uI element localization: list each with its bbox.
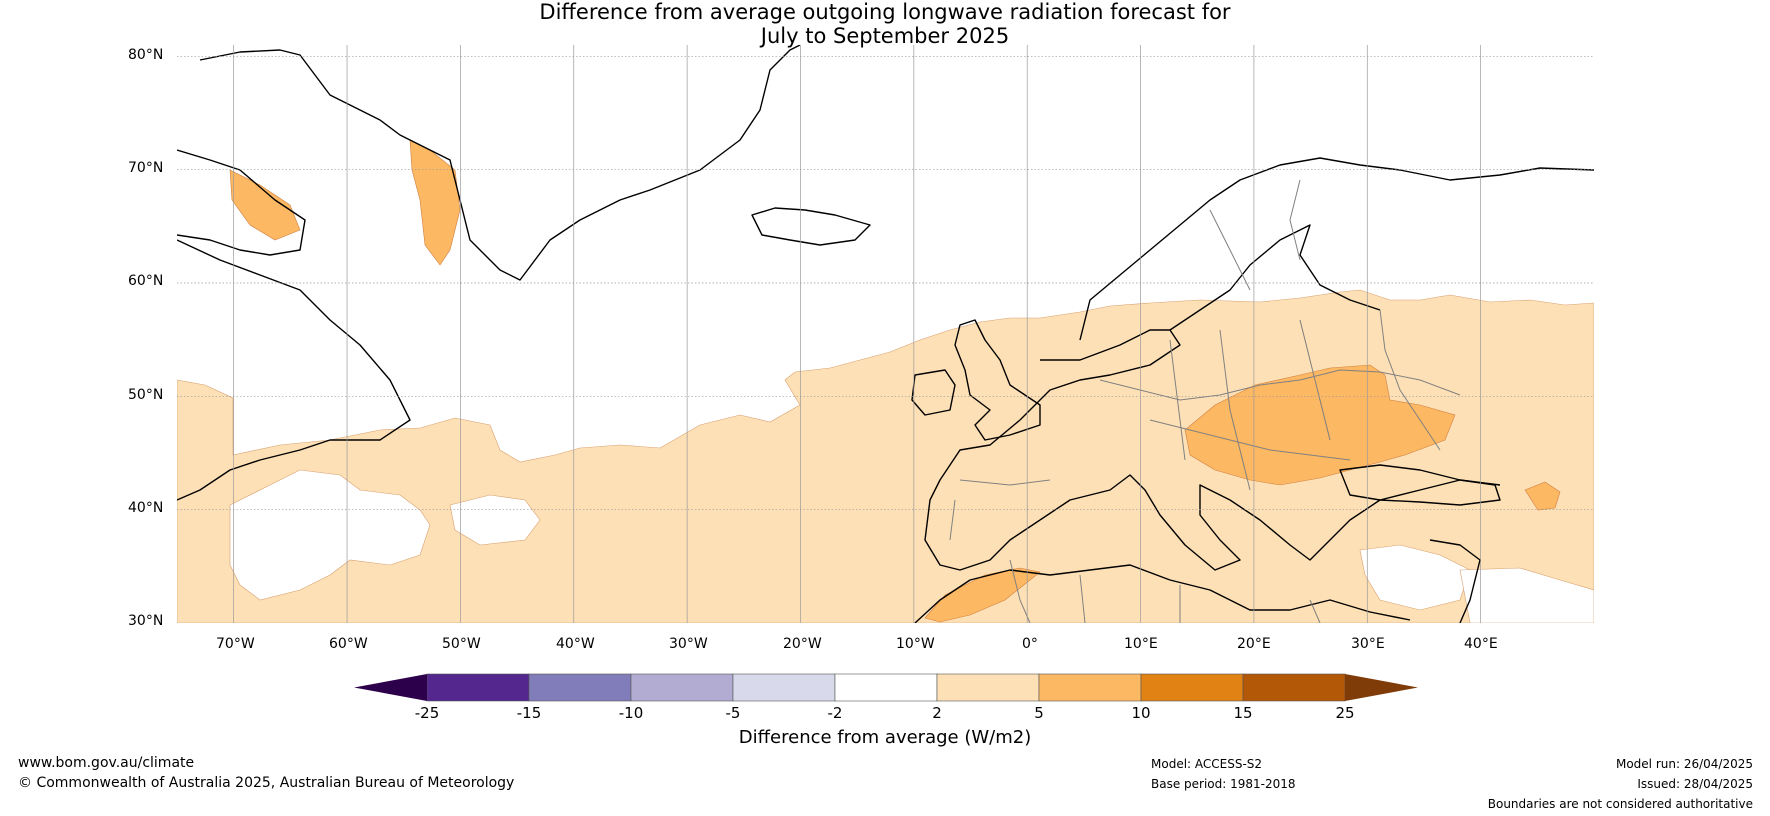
colorbar-tick: 25 — [1335, 704, 1355, 722]
anomaly-region-5-to-10-central-europe — [1184, 364, 1456, 486]
anomaly-hole-atlantic — [229, 469, 431, 601]
border-scandinavia — [1209, 179, 1301, 291]
lat-label: 60°N — [128, 273, 164, 289]
lon-label: 50°W — [442, 636, 481, 652]
title-line-2: July to September 2025 — [760, 24, 1010, 48]
colorbar-over-arrow — [1345, 674, 1418, 701]
anomaly-region-5-to-10-caucasus — [1524, 481, 1561, 511]
border-iberia — [949, 479, 1051, 541]
colorbar-title: Difference from average (W/m2) — [738, 727, 1032, 748]
lat-label: 70°N — [128, 160, 164, 176]
colorbar-segment — [1038, 673, 1142, 702]
colorbar-tick: -25 — [414, 704, 440, 722]
lat-label: 80°N — [128, 47, 164, 63]
country-borders — [949, 179, 1461, 623]
colorbar-tick: -2 — [827, 704, 843, 722]
coast-ireland — [911, 369, 956, 416]
border-poland — [1219, 329, 1251, 491]
coast-baffin — [177, 149, 306, 256]
colorbar-tick: -15 — [516, 704, 542, 722]
colorbar-segment — [1242, 673, 1346, 702]
map-plot-area — [177, 45, 1594, 623]
coast-great-britain — [954, 319, 1041, 441]
coast-norway-sweden — [1079, 157, 1594, 341]
website-link[interactable]: www.bom.gov.au/climate — [18, 755, 195, 771]
coast-levant — [1429, 539, 1481, 623]
lon-label: 40°E — [1464, 636, 1498, 652]
lon-label: 60°W — [329, 636, 368, 652]
lon-label: 20°E — [1237, 636, 1271, 652]
anomaly-region-2-to-5 — [177, 289, 1594, 623]
lat-label: 30°N — [128, 613, 164, 629]
colorbar-segment — [630, 673, 734, 702]
lon-label: 10°E — [1124, 636, 1158, 652]
coast-baltic — [1169, 224, 1381, 331]
colorbar-under-arrow — [354, 674, 427, 701]
lon-label: 40°W — [556, 636, 595, 652]
colorbar-tick: 10 — [1131, 704, 1151, 722]
lon-label: 10°W — [896, 636, 935, 652]
lat-label: 50°N — [128, 387, 164, 403]
base-period-text: Base period: 1981-2018 — [1151, 777, 1296, 791]
coast-europe-atlantic — [924, 329, 1181, 571]
lon-label: 30°W — [669, 636, 708, 652]
colorbar-tick: 15 — [1233, 704, 1253, 722]
model-text: Model: ACCESS-S2 — [1151, 757, 1263, 771]
disclaimer-text: Boundaries are not considered authoritat… — [1487, 797, 1753, 811]
colorbar-segment — [528, 673, 632, 702]
colorbar-segment — [426, 673, 530, 702]
colorbar-tick: 5 — [1034, 704, 1044, 722]
coast-labrador — [177, 239, 411, 501]
colorbar-tick: -5 — [725, 704, 741, 722]
anomaly-hole-turkey — [1359, 544, 1471, 611]
coast-north-africa — [914, 564, 1411, 623]
coastlines — [177, 45, 1594, 623]
graticule — [177, 45, 1594, 623]
colorbar-tick: 2 — [932, 704, 942, 722]
border-central-europe — [1099, 369, 1461, 401]
border-north-africa — [1009, 559, 1321, 623]
border-north-south — [1169, 339, 1186, 461]
colorbar-segment — [732, 673, 836, 702]
issued-text: Issued: 28/04/2025 — [1637, 777, 1753, 791]
lon-label: 0° — [1022, 636, 1038, 652]
anomaly-hole-atlantic-2 — [449, 494, 541, 546]
lon-label: 30°E — [1351, 636, 1385, 652]
colorbar — [354, 673, 1418, 702]
copyright-text: © Commonwealth of Australia 2025, Austra… — [18, 775, 515, 791]
coast-greenland — [199, 45, 801, 281]
colorbar-segment — [1140, 673, 1244, 702]
border-ukraine — [1299, 319, 1331, 441]
border-balkans — [1149, 419, 1351, 461]
title-line-1: Difference from average outgoing longwav… — [539, 0, 1231, 24]
anomaly-region-5-to-10-greenland — [409, 139, 461, 266]
map-title: Difference from average outgoing longwav… — [0, 0, 1770, 48]
colorbar-tick: -10 — [618, 704, 644, 722]
lat-label: 40°N — [128, 500, 164, 516]
border-russia — [1379, 309, 1441, 451]
coast-black-sea — [1339, 464, 1501, 506]
colorbar-segment — [936, 673, 1040, 702]
anomaly-hole-levant — [1459, 567, 1594, 623]
model-run-text: Model run: 26/04/2025 — [1615, 757, 1753, 771]
lon-label: 20°W — [783, 636, 822, 652]
colorbar-segment — [834, 673, 938, 702]
coast-iceland — [751, 207, 871, 246]
anomaly-region-5-to-10-baffin — [229, 169, 301, 241]
lon-label: 70°W — [216, 636, 255, 652]
